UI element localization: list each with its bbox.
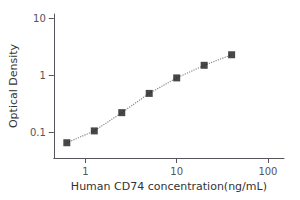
svg-text:Human CD74 concentration(ng/mL: Human CD74 concentration(ng/mL) xyxy=(71,180,267,193)
svg-text:100: 100 xyxy=(258,166,277,177)
svg-text:0.1: 0.1 xyxy=(30,127,46,138)
svg-text:10: 10 xyxy=(170,166,183,177)
svg-text:Optical Density: Optical Density xyxy=(7,43,20,128)
svg-text:1: 1 xyxy=(39,70,45,81)
svg-text:10: 10 xyxy=(33,13,46,24)
svg-text:1: 1 xyxy=(82,166,88,177)
